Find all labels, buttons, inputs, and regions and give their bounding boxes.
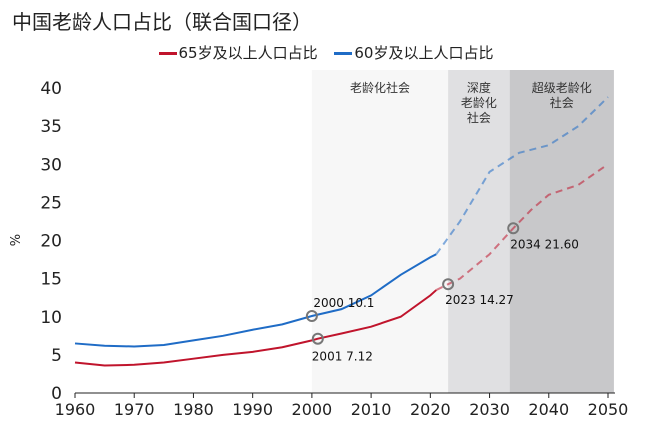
x-tick-label: 2040 [528,400,569,419]
legend-swatch-65 [158,52,177,55]
annotation-label: 2001 7.12 [312,350,373,364]
y-tick-label: 25 [40,193,62,213]
x-tick-label: 2010 [351,400,392,419]
legend-label-65: 65岁及以上人口占比 [178,44,318,62]
legend-swatch-60 [334,52,353,55]
x-tick-label: 2000 [292,400,333,419]
y-tick-label: 10 [40,308,62,328]
y-tick-label: 15 [40,270,62,290]
region-label: 老龄化 [461,96,497,110]
series-line-1 [74,253,437,348]
annotation-marker [442,278,455,291]
y-axis-label: % [9,234,24,246]
legend: 65岁及以上人口占比 60岁及以上人口占比 [0,42,652,63]
y-tick-label: 5 [51,346,62,366]
annotation-label: 2023 14.27 [445,293,514,307]
region-label: 老龄化社会 [350,80,410,95]
annotation-label: 2034 21.60 [510,237,579,251]
region-label: 社会 [467,110,491,125]
y-tick-label: 0 [51,384,62,404]
x-tick-label: 1990 [232,400,273,419]
region-label: 深度 [467,80,491,95]
legend-item-60: 60岁及以上人口占比 [334,44,493,62]
y-tick-label: 35 [40,117,62,137]
annotation-marker [507,222,520,235]
annotation-marker [311,332,324,345]
x-tick-label: 1970 [114,400,155,419]
series-line-0 [74,289,437,367]
x-tick-label: 2030 [469,400,510,419]
region-1 [448,70,510,393]
y-tick-label: 30 [40,155,62,175]
series-projection-1 [435,96,609,255]
region-label: 超级老龄化 [532,80,592,95]
region-2 [509,70,614,393]
x-tick-label: 1960 [55,400,96,419]
y-tick-label: 40 [40,79,62,99]
annotation-marker [305,309,318,322]
legend-label-60: 60岁及以上人口占比 [354,44,494,62]
x-tick-label: 1980 [173,400,214,419]
x-tick-label: 2050 [588,400,629,419]
annotation-label: 2000 10.1 [313,296,374,310]
x-tick-label: 2020 [410,400,451,419]
legend-item-65: 65岁及以上人口占比 [158,44,318,62]
region-0 [311,70,449,393]
region-label: 社会 [550,95,574,110]
chart-title: 中国老龄人口占比（联合国口径） [12,10,312,34]
y-tick-label: 20 [40,232,62,252]
